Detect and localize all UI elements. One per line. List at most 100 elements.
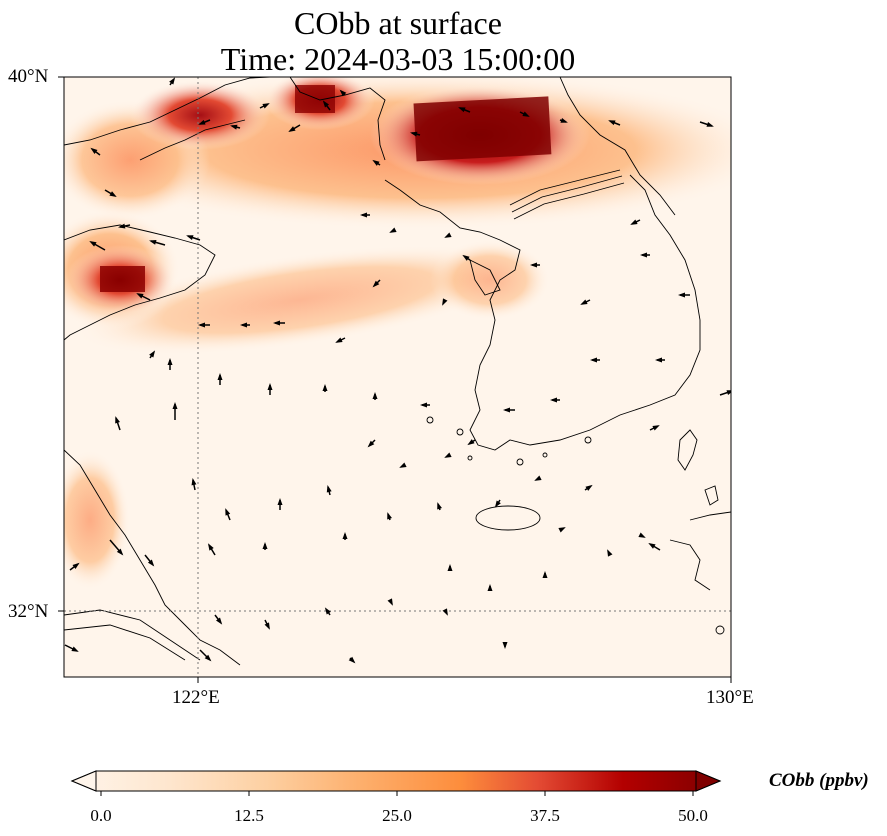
- wind-arrow-head: [71, 646, 79, 652]
- wind-arrow-head: [503, 407, 510, 413]
- gridlines: [64, 77, 731, 677]
- wind-arrow-head: [585, 484, 593, 491]
- wind-arrow-head: [149, 350, 156, 358]
- wind-arrow-head: [420, 402, 427, 408]
- wind-arrow-head: [580, 299, 588, 305]
- wind-arrow-head: [267, 383, 273, 390]
- wind-arrow-head: [706, 122, 714, 127]
- concentration-field: [64, 77, 731, 677]
- wind-arrow-head: [442, 298, 448, 306]
- wind-arrow-head: [262, 542, 268, 549]
- wind-arrow-head: [348, 656, 356, 664]
- wind-arrow-head: [109, 191, 117, 198]
- wind-arrow-head: [198, 119, 206, 125]
- wind-arrow-head: [324, 607, 331, 615]
- colorbar-tick: 50.0: [678, 806, 708, 825]
- axis-ticks: [58, 76, 732, 683]
- wind-arrow-head: [204, 654, 212, 662]
- wind-arrow-head: [638, 532, 646, 538]
- wind-arrow-head: [322, 384, 328, 391]
- wind-arrow-head: [277, 498, 283, 505]
- wind-arrow-head: [630, 219, 638, 225]
- wind-arrow-head: [550, 397, 557, 403]
- lat-label-32n: 32°N: [8, 601, 49, 622]
- wind-arrow-head: [652, 425, 660, 431]
- wind-arrow-head: [273, 320, 280, 326]
- wind-arrow-head: [590, 357, 597, 363]
- wind-arrow-head: [542, 571, 548, 578]
- wind-arrow-head: [90, 147, 98, 154]
- wind-arrow-head: [410, 131, 418, 137]
- lon-label-122e: 122°E: [172, 687, 220, 708]
- wind-arrow-head: [678, 292, 685, 298]
- wind-arrow-head: [462, 254, 470, 261]
- wind-arrow-head: [339, 89, 347, 97]
- wind-arrow-head: [191, 478, 197, 486]
- wind-arrow-head: [372, 280, 380, 288]
- wind-arrow-head: [726, 390, 731, 395]
- wind-arrow-head: [387, 598, 393, 606]
- wind-vectors: [64, 77, 731, 664]
- wind-arrow-head: [444, 232, 452, 238]
- wind-arrow-head: [467, 439, 475, 446]
- wind-arrow-head: [264, 622, 270, 630]
- map-frame: [63, 76, 732, 678]
- wind-arrow-head: [560, 118, 568, 123]
- wind-arrow-head: [608, 120, 616, 126]
- wind-arrow-head: [230, 124, 238, 130]
- colorbar-label: CObb (ppbv): [769, 770, 869, 791]
- map-time: Time: 2024-03-03 15:00:00: [220, 41, 576, 77]
- wind-arrow-head: [648, 542, 656, 549]
- wind-arrow-head: [558, 527, 566, 533]
- wind-arrow-head: [444, 452, 452, 458]
- wind-arrow-head: [367, 440, 375, 448]
- wind-arrow-head: [72, 562, 80, 569]
- wind-arrow-head: [522, 111, 530, 117]
- wind-arrow-head: [172, 402, 178, 409]
- wind-arrow-head: [322, 100, 329, 108]
- map-title: CObb at surface: [294, 5, 502, 41]
- wind-arrow-head: [240, 322, 247, 328]
- colorbar-tick: 12.5: [234, 806, 264, 825]
- wind-arrow-head: [530, 262, 537, 268]
- wind-arrow-head: [115, 416, 120, 424]
- wind-arrow-head: [186, 235, 194, 240]
- wind-arrow-head: [389, 227, 397, 233]
- wind-arrow-head: [116, 548, 124, 556]
- wind-arrow-head: [342, 532, 348, 539]
- wind-arrow-head: [147, 559, 155, 567]
- wind-arrow-head: [207, 543, 214, 551]
- wind-arrow-head: [502, 642, 508, 649]
- colorbar-tick: 25.0: [382, 806, 412, 825]
- wind-arrow-head: [372, 392, 378, 399]
- wind-arrow-head: [655, 357, 662, 363]
- colorbar-tick: 0.0: [90, 806, 112, 825]
- lon-label-130e: 130°E: [706, 687, 754, 708]
- colorbar-tick: 37.5: [530, 806, 560, 825]
- wind-arrow-head: [458, 107, 466, 113]
- wind-arrow-head: [198, 322, 205, 328]
- wind-arrow-head: [169, 77, 176, 85]
- wind-arrow-head: [437, 502, 442, 510]
- wind-arrow-head: [217, 373, 223, 380]
- wind-arrow-head: [607, 549, 613, 557]
- wind-arrow-head: [640, 252, 647, 258]
- wind-arrow-head: [149, 239, 157, 245]
- wind-arrow-head: [118, 223, 126, 229]
- coastlines: [64, 77, 731, 666]
- wind-arrow-head: [372, 159, 380, 166]
- wind-arrow-head: [216, 617, 223, 625]
- wind-arrow-head: [487, 584, 493, 591]
- lat-label-40n: 40°N: [8, 66, 49, 87]
- wind-arrow-head: [494, 500, 501, 508]
- wind-arrow-head: [89, 241, 97, 247]
- wind-arrow-head: [335, 337, 343, 343]
- wind-arrow-head: [387, 512, 392, 520]
- wind-arrow-head: [534, 475, 542, 481]
- wind-arrow-head: [225, 508, 231, 516]
- wind-arrow-head: [288, 126, 296, 133]
- wind-arrow-head: [442, 608, 448, 616]
- wind-arrow-head: [136, 293, 144, 299]
- wind-arrow-head: [447, 564, 453, 571]
